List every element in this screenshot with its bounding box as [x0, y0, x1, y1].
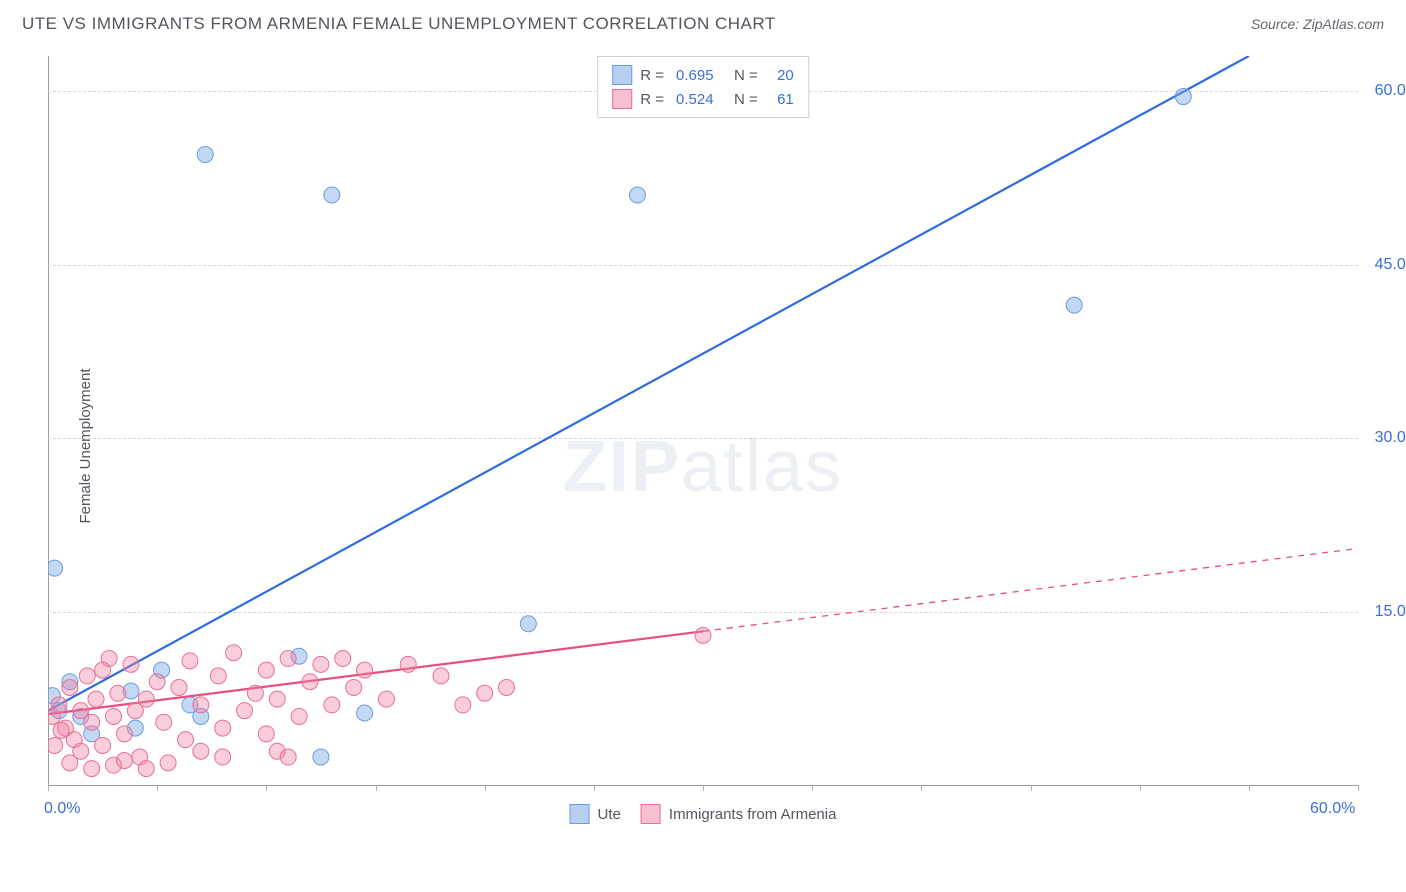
data-point-armenia — [280, 749, 296, 765]
data-point-armenia — [149, 674, 165, 690]
data-point-armenia — [346, 680, 362, 696]
y-tick-label: 45.0% — [1375, 256, 1406, 274]
legend-swatch-armenia — [641, 804, 661, 824]
data-point-armenia — [302, 674, 318, 690]
plot-svg — [48, 56, 1358, 826]
data-point-armenia — [156, 714, 172, 730]
data-point-armenia — [215, 720, 231, 736]
data-point-armenia — [51, 697, 67, 713]
legend-r-label: R = — [640, 67, 664, 84]
trend-line-dash-armenia — [703, 548, 1358, 631]
legend-n-label: N = — [734, 67, 758, 84]
legend-swatch-ute — [612, 65, 632, 85]
data-point-armenia — [116, 753, 132, 769]
legend-correlation: R = 0.695 N = 20 R = 0.524 N = 61 — [597, 56, 809, 118]
chart-area: ZIPatlas R =0.695N =20R =0.524N =61 UteI… — [48, 56, 1358, 826]
data-point-armenia — [335, 651, 351, 667]
data-point-armenia — [53, 722, 69, 738]
legend-n-label: N = — [734, 91, 758, 108]
chart-header: UTE VS IMMIGRANTS FROM ARMENIA FEMALE UN… — [0, 0, 1406, 44]
data-point-ute — [324, 187, 340, 203]
data-point-ute — [520, 616, 536, 632]
data-point-armenia — [138, 691, 154, 707]
data-point-armenia — [313, 656, 329, 672]
data-point-ute — [48, 560, 63, 576]
data-point-armenia — [247, 685, 263, 701]
y-tick-label: 30.0% — [1375, 429, 1406, 447]
legend-n-value: 20 — [770, 67, 794, 84]
data-point-armenia — [178, 732, 194, 748]
legend-r-label: R = — [640, 91, 664, 108]
source-attribution: Source: ZipAtlas.com — [1251, 16, 1384, 32]
plot-region: ZIPatlas R =0.695N =20R =0.524N =61 UteI… — [48, 56, 1358, 826]
data-point-armenia — [237, 703, 253, 719]
data-point-armenia — [433, 668, 449, 684]
legend-item-armenia: Immigrants from Armenia — [641, 804, 837, 824]
data-point-armenia — [477, 685, 493, 701]
data-point-armenia — [258, 726, 274, 742]
data-point-armenia — [378, 691, 394, 707]
data-point-armenia — [291, 708, 307, 724]
y-tick-label: 60.0% — [1375, 82, 1406, 100]
data-point-armenia — [84, 761, 100, 777]
data-point-armenia — [48, 737, 63, 753]
data-point-armenia — [193, 697, 209, 713]
legend-swatch-ute — [570, 804, 590, 824]
data-point-armenia — [62, 680, 78, 696]
data-point-armenia — [280, 651, 296, 667]
data-point-armenia — [95, 662, 111, 678]
data-point-armenia — [400, 656, 416, 672]
data-point-armenia — [226, 645, 242, 661]
data-point-armenia — [215, 749, 231, 765]
trend-line-ute — [48, 56, 1249, 711]
data-point-armenia — [110, 685, 126, 701]
data-point-armenia — [210, 668, 226, 684]
data-point-ute — [1175, 89, 1191, 105]
legend-series: Ute Immigrants from Armenia — [570, 804, 837, 824]
data-point-armenia — [106, 708, 122, 724]
legend-r-value: 0.524 — [676, 91, 726, 108]
data-point-armenia — [88, 691, 104, 707]
legend-n-value: 61 — [770, 91, 794, 108]
data-point-armenia — [79, 668, 95, 684]
data-point-ute — [630, 187, 646, 203]
data-point-ute — [313, 749, 329, 765]
y-tick-label: 15.0% — [1375, 603, 1406, 621]
data-point-armenia — [324, 697, 340, 713]
data-point-armenia — [695, 627, 711, 643]
data-point-ute — [197, 146, 213, 162]
data-point-armenia — [73, 743, 89, 759]
data-point-armenia — [182, 653, 198, 669]
data-point-armenia — [84, 714, 100, 730]
data-point-ute — [357, 705, 373, 721]
data-point-ute — [1066, 297, 1082, 313]
data-point-armenia — [499, 680, 515, 696]
legend-item-ute: Ute — [570, 804, 621, 824]
data-point-armenia — [258, 662, 274, 678]
legend-row-ute: R = 0.695 N = 20 — [612, 63, 794, 87]
data-point-armenia — [455, 697, 471, 713]
legend-r-value: 0.695 — [676, 67, 726, 84]
data-point-armenia — [138, 761, 154, 777]
x-tick — [1358, 785, 1359, 791]
data-point-armenia — [171, 680, 187, 696]
data-point-armenia — [116, 726, 132, 742]
data-point-armenia — [123, 656, 139, 672]
data-point-armenia — [269, 691, 285, 707]
data-point-armenia — [193, 743, 209, 759]
data-point-armenia — [357, 662, 373, 678]
data-point-armenia — [160, 755, 176, 771]
chart-title: UTE VS IMMIGRANTS FROM ARMENIA FEMALE UN… — [22, 14, 776, 34]
data-point-armenia — [95, 737, 111, 753]
legend-label: Ute — [598, 806, 621, 823]
legend-label: Immigrants from Armenia — [669, 806, 837, 823]
legend-row-armenia: R = 0.524 N = 61 — [612, 87, 794, 111]
legend-swatch-armenia — [612, 89, 632, 109]
